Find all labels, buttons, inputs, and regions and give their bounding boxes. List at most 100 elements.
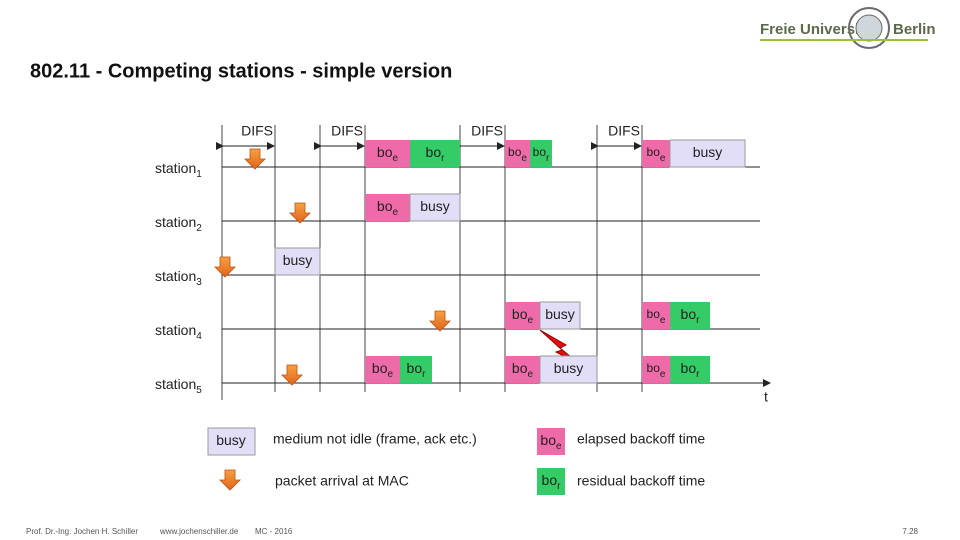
state-box-label: boe (377, 144, 399, 164)
state-box (642, 302, 670, 329)
state-box-label-sub: e (521, 153, 527, 164)
state-box (670, 302, 710, 329)
station-name: station (155, 160, 196, 176)
time-axis-label: t (764, 389, 768, 405)
station-label: station1 (155, 160, 202, 180)
state-box-label: boe (647, 145, 666, 163)
state-box-label: boe (512, 360, 534, 380)
legend-box-label-main: bo (540, 432, 556, 448)
station-index: 4 (196, 331, 202, 342)
state-box-label: bor (407, 360, 427, 380)
station-label: station2 (155, 214, 202, 234)
state-box (539, 301, 581, 330)
legend-text: medium not idle (frame, ack etc.) (273, 431, 477, 447)
state-box-label: bor (681, 306, 701, 326)
legend-box-label-sub: e (556, 441, 562, 452)
state-box-label: busy (554, 360, 584, 376)
state-box-label-sub: e (660, 153, 666, 164)
state-box (642, 356, 670, 383)
state-box-label-sub: e (528, 315, 534, 326)
state-box-label: boe (647, 361, 666, 379)
state-box-label: busy (693, 144, 723, 160)
legend-text: packet arrival at MAC (275, 473, 409, 489)
state-box-label: bor (533, 145, 550, 163)
state-box (365, 356, 400, 383)
station-label: station4 (155, 322, 202, 342)
state-box-label-main: bo (681, 360, 697, 376)
state-box-label: boe (647, 307, 666, 325)
legend-box-label-main: busy (216, 432, 246, 448)
state-box-label: boe (372, 360, 394, 380)
state-box-label: bor (426, 144, 446, 164)
legend-box-label: bor (542, 472, 562, 492)
difs-label: DIFS (608, 123, 640, 139)
station-label: station5 (155, 376, 202, 396)
state-box-label-main: bo (512, 306, 528, 322)
state-box-label-main: bo (647, 145, 661, 159)
station-name: station (155, 214, 196, 230)
state-box-label-main: bo (512, 360, 528, 376)
station-label: station3 (155, 268, 202, 288)
state-box (669, 139, 746, 168)
state-box (642, 140, 670, 167)
state-box-label-main: bo (508, 145, 522, 159)
station-index: 2 (196, 223, 202, 234)
state-box (409, 193, 461, 222)
station-index: 5 (196, 385, 202, 396)
state-box (505, 140, 530, 167)
state-box (530, 140, 552, 167)
state-box-label-sub: r (696, 369, 700, 380)
difs-label: DIFS (241, 123, 273, 139)
legend-text: residual backoff time (577, 473, 705, 489)
state-box (505, 302, 540, 329)
state-box-label: boe (512, 306, 534, 326)
legend-box (537, 468, 565, 495)
station-name: station (155, 322, 196, 338)
state-box (400, 356, 432, 383)
state-box-label: boe (508, 145, 527, 163)
logo-seal (848, 7, 890, 49)
state-box-label-main: busy (283, 252, 313, 268)
state-box-label-main: bo (426, 144, 442, 160)
legend-text: elapsed backoff time (577, 431, 705, 447)
state-box-label-main: bo (372, 360, 388, 376)
footer-course: MC - 2016 (255, 527, 293, 536)
state-box (670, 356, 710, 383)
state-box-label-sub: e (660, 369, 666, 380)
state-box (365, 194, 410, 221)
difs-label: DIFS (331, 123, 363, 139)
difs-label: DIFS (471, 123, 503, 139)
state-box-label-main: busy (420, 198, 450, 214)
state-box-label-main: bo (681, 306, 697, 322)
state-box-label: busy (420, 198, 450, 214)
state-box-label-main: bo (647, 361, 661, 375)
state-box-label-sub: e (393, 153, 399, 164)
legend-box-label: busy (216, 432, 246, 448)
state-box-label-sub: r (696, 315, 700, 326)
state-box-label-sub: e (388, 369, 394, 380)
logo-seal-inner (855, 14, 883, 42)
footer-url: www.jochenschiller.de (159, 527, 239, 536)
station-index: 1 (196, 169, 202, 180)
state-box-label-main: bo (377, 198, 393, 214)
state-box-label-main: bo (377, 144, 393, 160)
legend-arrow (219, 469, 241, 491)
state-box (505, 356, 540, 383)
state-box (539, 355, 598, 384)
footer-page: 7.28 (902, 527, 918, 536)
packet-arrival (214, 256, 236, 278)
state-box-label: bor (681, 360, 701, 380)
legend-box (207, 427, 256, 456)
packet-arrival (244, 148, 266, 170)
state-box (274, 247, 321, 276)
logo-left: Freie Universität (760, 21, 878, 38)
packet-arrival (289, 202, 311, 224)
packet-arrival (281, 364, 303, 386)
state-box (410, 140, 460, 167)
state-box-label-sub: r (422, 369, 426, 380)
state-box-label-main: bo (407, 360, 423, 376)
station-name: station (155, 376, 196, 392)
legend-box-label-sub: r (557, 481, 561, 492)
state-box-label-sub: e (528, 369, 534, 380)
